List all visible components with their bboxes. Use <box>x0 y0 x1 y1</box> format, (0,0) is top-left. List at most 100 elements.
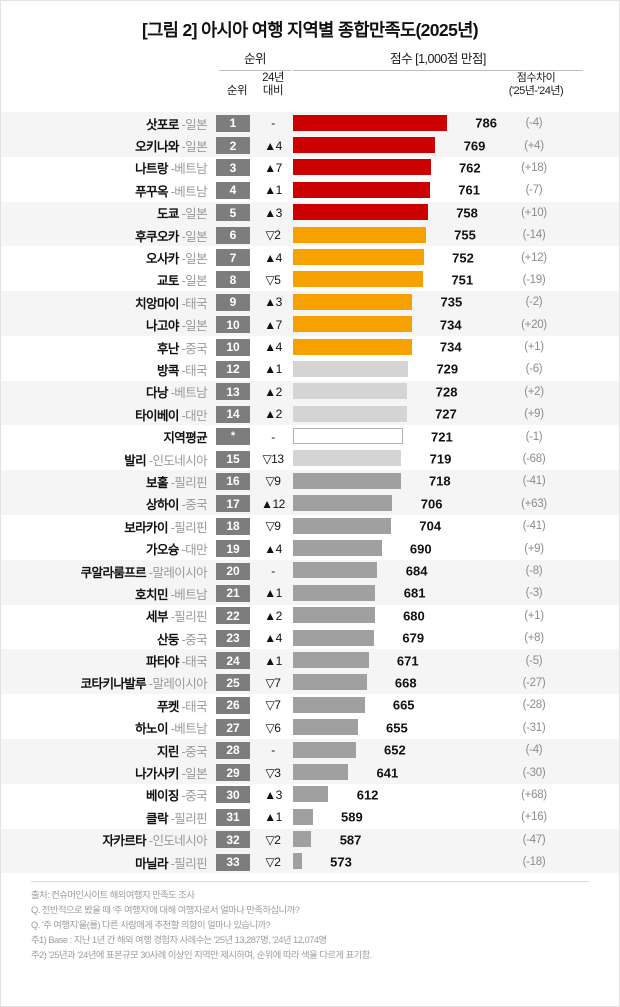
rank-badge: 9 <box>216 293 250 311</box>
rank-badge: 10 <box>216 316 250 334</box>
row-city-name: 지린 <box>156 744 179 759</box>
score-bar <box>293 405 407 422</box>
table-row: 마닐라 -필리핀 33 ▽2 573 (-18) <box>1 850 619 874</box>
row-city-name: 파타야 <box>146 655 179 670</box>
row-region-label: 세부 -필리핀 <box>1 606 213 625</box>
score-diff-value: (+9) <box>524 542 544 555</box>
rank-badge: 28 <box>216 741 250 759</box>
score-diff-value: (-68) <box>522 453 546 466</box>
row-country-name: -일본 <box>178 274 208 289</box>
row-country-name: -일본 <box>178 767 208 782</box>
row-city-name: 쿠알라룸프르 <box>80 565 147 580</box>
score-value: 690 <box>409 541 432 557</box>
footnote-source: 출처: 컨슈머인사이트 해외여행지 만족도 조사 <box>31 890 195 901</box>
row-rank-cell: 19 <box>213 540 253 558</box>
table-header: 순위 점수 [1,000점 만점] 순위 24년 대비 점수차이 ('25년-'… <box>1 48 619 112</box>
score-value: 641 <box>376 765 399 781</box>
score-value: 665 <box>392 697 415 713</box>
rank-change-indicator: ▽2 <box>265 832 281 847</box>
rank-change-indicator: ▽9 <box>265 519 281 534</box>
row-city-name: 도쿄 <box>156 207 179 222</box>
row-bar-cell: 761 (-7) <box>293 179 619 201</box>
header-rank-group: 순위 <box>219 48 291 71</box>
row-country-name: -말레이시아 <box>146 565 208 580</box>
row-country-name: -베트남 <box>167 722 208 737</box>
row-bar-cell: 758 (+10) <box>293 202 619 224</box>
row-bar-cell: 668 (-27) <box>293 672 619 694</box>
score-value: 761 <box>458 182 480 198</box>
row-city-name: 오키나와 <box>135 140 179 155</box>
score-diff-value: (-4) <box>525 117 543 130</box>
row-bar-cell: 573 (-18) <box>293 851 619 873</box>
row-city-name: 푸꾸옥 <box>135 184 168 199</box>
row-region-label: 코타키나발루 -말레이시아 <box>1 673 213 692</box>
score-value: 719 <box>429 451 452 467</box>
rank-badge: 18 <box>216 517 250 535</box>
rank-badge: 23 <box>216 629 250 647</box>
row-rank-cell: 10 <box>213 338 253 356</box>
score-diff-value: (-2) <box>525 296 543 309</box>
table-row: 베이징 -중국 30 ▲3 612 (+68) <box>1 784 619 806</box>
rank-change-indicator: ▲1 <box>264 810 282 825</box>
score-value: 681 <box>403 585 426 601</box>
rank-change-indicator: ▲4 <box>264 541 282 556</box>
table-row: 클락 -필리핀 31 ▲1 589 (+16) <box>1 806 619 828</box>
row-region-label: 하노이 -베트남 <box>1 718 213 737</box>
score-value: 652 <box>383 742 406 758</box>
row-country-name: -일본 <box>178 252 208 267</box>
row-city-name: 나고야 <box>146 319 179 334</box>
score-value: 704 <box>419 518 442 534</box>
score-value: 680 <box>403 608 425 624</box>
table-row: 후쿠오카 -일본 6 ▽2 755 (-14) <box>1 223 619 247</box>
header-sub-prev-line1: 24년 <box>262 72 284 84</box>
row-city-name: 코타키나발루 <box>80 677 147 692</box>
score-value: 684 <box>405 563 428 579</box>
row-rank-cell: 26 <box>213 696 253 714</box>
row-bar-cell: 719 (-68) <box>293 448 619 470</box>
score-bar <box>293 562 378 579</box>
rank-change-indicator: ▲12 <box>261 496 285 511</box>
header-sub-prev: 24년 대비 <box>255 72 291 98</box>
row-country-name: -중국 <box>178 498 208 513</box>
rank-badge: 6 <box>216 226 250 244</box>
rank-badge: 22 <box>216 607 250 625</box>
row-region-label: 치앙마이 -태국 <box>1 293 213 312</box>
row-rank-cell: 13 <box>213 383 253 401</box>
rank-badge: 7 <box>216 249 250 267</box>
row-rank-cell: 18 <box>213 517 253 535</box>
score-bar <box>293 472 401 489</box>
score-diff-value: (-47) <box>522 833 546 846</box>
row-rank-cell: 10 <box>213 316 253 334</box>
rank-change-indicator: - <box>271 564 275 578</box>
score-bar <box>293 719 358 736</box>
row-region-label: 방콕 -태국 <box>1 360 213 379</box>
score-bar <box>293 248 424 265</box>
row-rank-cell: 21 <box>213 584 253 602</box>
row-rank-cell: 6 <box>213 226 253 244</box>
row-region-label: 삿포로 -일본 <box>1 114 213 133</box>
row-country-name: -인도네시아 <box>146 453 208 468</box>
table-row: 상하이 -중국 17 ▲12 706 (+63) <box>1 492 619 516</box>
score-diff-value: (+2) <box>524 385 544 398</box>
table-row: 오사카 -일본 7 ▲4 752 (+12) <box>1 246 619 268</box>
row-city-name: 방콕 <box>156 363 179 378</box>
rank-change-indicator: ▲1 <box>264 183 282 198</box>
score-bar <box>293 651 369 668</box>
row-country-name: -일본 <box>178 140 208 155</box>
row-country-name: -필리핀 <box>167 475 208 490</box>
row-city-name: 타이베이 <box>135 408 179 423</box>
score-bar <box>293 204 428 221</box>
rank-badge: 17 <box>216 495 250 513</box>
row-bar-cell: 684 (-8) <box>293 560 619 582</box>
row-rank-cell: * <box>213 428 253 446</box>
rank-change-indicator: ▽6 <box>265 720 281 735</box>
row-region-label: 보홀 -필리핀 <box>1 472 213 491</box>
row-region-label: 클락 -필리핀 <box>1 808 213 827</box>
row-city-name: 보라카이 <box>124 520 168 535</box>
row-city-name: 나트랑 <box>135 162 168 177</box>
row-region-label: 베이징 -중국 <box>1 785 213 804</box>
row-city-name: 상하이 <box>146 498 179 513</box>
table-row: 도쿄 -일본 5 ▲3 758 (+10) <box>1 201 619 224</box>
rank-change-indicator: ▲1 <box>264 586 282 601</box>
score-bar <box>293 338 412 355</box>
